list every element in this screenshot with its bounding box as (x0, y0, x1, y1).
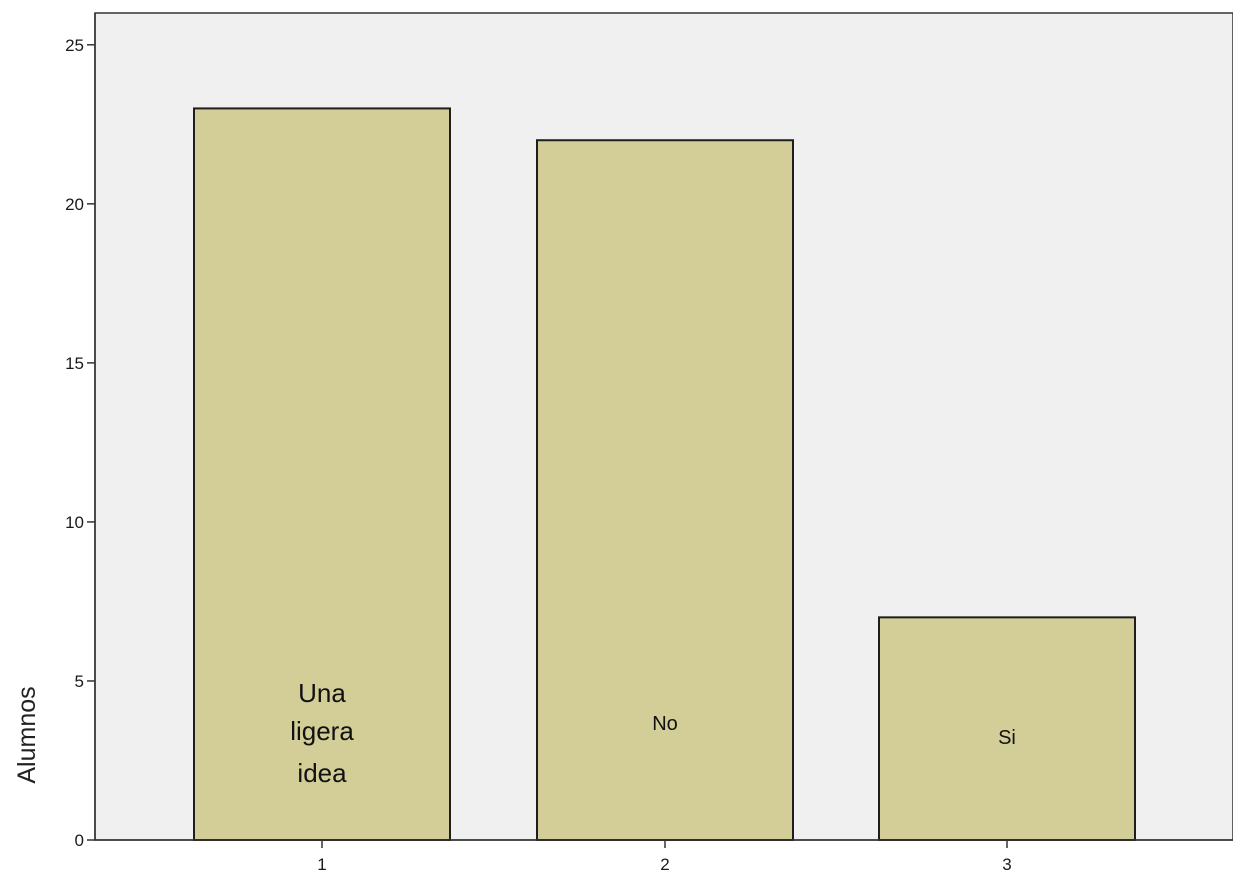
y-tick-label-10: 10 (65, 513, 84, 532)
x-tick-label-2: 2 (660, 855, 669, 874)
y-axis-label: Alumnos (13, 686, 41, 783)
y-tick-label-25: 25 (65, 36, 84, 55)
bar-3 (878, 616, 1136, 841)
y-tick-label-20: 20 (65, 195, 84, 214)
y-tick-label-15: 15 (65, 354, 84, 373)
axes-group: 0 5 10 15 20 25 1 2 3 (65, 13, 1233, 874)
bar-label-1-line-1: Una (298, 678, 346, 708)
x-tick-label-3: 3 (1002, 855, 1011, 874)
y-tick-label-5: 5 (75, 672, 84, 691)
y-tick-label-0: 0 (75, 831, 84, 850)
bar-label-2-line-1: No (652, 713, 678, 735)
bar-2 (536, 139, 794, 841)
bar-label-1-line-3: idea (297, 758, 347, 788)
bar-label-3-line-1: Si (998, 727, 1016, 749)
bar-label-1-line-2: ligera (290, 716, 354, 746)
bar-1 (193, 107, 451, 841)
x-tick-label-1: 1 (317, 855, 326, 874)
